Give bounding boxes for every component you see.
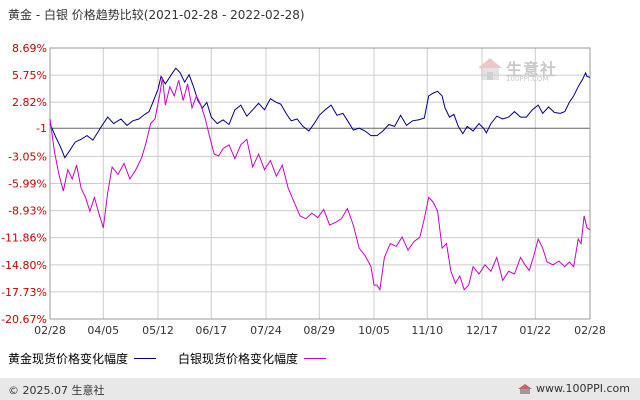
y-tick-label: -14.80% bbox=[1, 259, 47, 272]
y-tick-label: 5.75% bbox=[12, 69, 47, 82]
chart-axes bbox=[49, 47, 591, 320]
x-tick-label: 07/24 bbox=[250, 324, 282, 337]
x-tick-label: 12/17 bbox=[466, 324, 498, 337]
x-tick-label: 06/17 bbox=[195, 324, 227, 337]
y-tick-label: 2.82% bbox=[12, 96, 47, 109]
footer-copyright: © 2025.07 生意社 bbox=[8, 384, 105, 397]
plot-frame bbox=[49, 47, 591, 320]
watermark: 生意社 100PPI.COM bbox=[476, 56, 556, 86]
y-tick-label: -3.05% bbox=[8, 150, 47, 163]
footer-site[interactable]: www.100PPI.com bbox=[518, 382, 630, 395]
y-tick-label: -11.86% bbox=[1, 232, 47, 245]
legend: 黄金现货价格变化幅度 白银现货价格变化幅度 bbox=[8, 350, 348, 367]
x-tick-label: 10/05 bbox=[358, 324, 390, 337]
chart-title: 黄金 - 白银 价格趋势比较(2021-02-28 - 2022-02-28) bbox=[8, 8, 305, 22]
chart-series bbox=[49, 67, 591, 292]
footer-bar: © 2025.07 生意社 www.100PPI.com bbox=[0, 378, 640, 400]
y-tick-label: -17.73% bbox=[1, 286, 47, 299]
chart-grid bbox=[50, 48, 590, 319]
y-tick-label: 8.69% bbox=[12, 42, 47, 55]
x-tick-label: 08/29 bbox=[303, 324, 335, 337]
logo-mini-icon bbox=[518, 383, 533, 394]
y-tick-label: -8.93% bbox=[8, 205, 47, 218]
x-tick-label: 01/22 bbox=[519, 324, 551, 337]
watermark-text: 生意社 bbox=[506, 60, 558, 79]
silver-series-line bbox=[49, 77, 591, 292]
chart-labels: 02/28 04/05 05/12 06/17 07/24 08/29 10/05 11/10… bbox=[1, 42, 606, 337]
y-tick-label: -5.99% bbox=[8, 178, 47, 191]
y-tick-label: -1 bbox=[36, 122, 47, 135]
legend-silver-label: 白银现货价格变化幅度 bbox=[178, 352, 299, 366]
x-tick-label: 02/28 bbox=[34, 324, 66, 337]
legend-gold-swatch bbox=[134, 358, 157, 359]
footer-site-text[interactable]: www.100PPI.com bbox=[536, 382, 630, 395]
x-tick-label: 11/10 bbox=[411, 324, 443, 337]
legend-silver-swatch bbox=[304, 358, 327, 359]
legend-gold-label: 黄金现货价格变化幅度 bbox=[8, 352, 129, 366]
y-tick-label: -20.67% bbox=[1, 313, 47, 326]
gold-series-line bbox=[49, 67, 591, 159]
house-logo-icon bbox=[478, 58, 502, 80]
x-tick-label: 02/28 bbox=[574, 324, 606, 337]
x-tick-label: 05/12 bbox=[142, 324, 174, 337]
x-tick-label: 04/05 bbox=[87, 324, 119, 337]
watermark-subtext: 100PPI.COM bbox=[506, 75, 549, 83]
